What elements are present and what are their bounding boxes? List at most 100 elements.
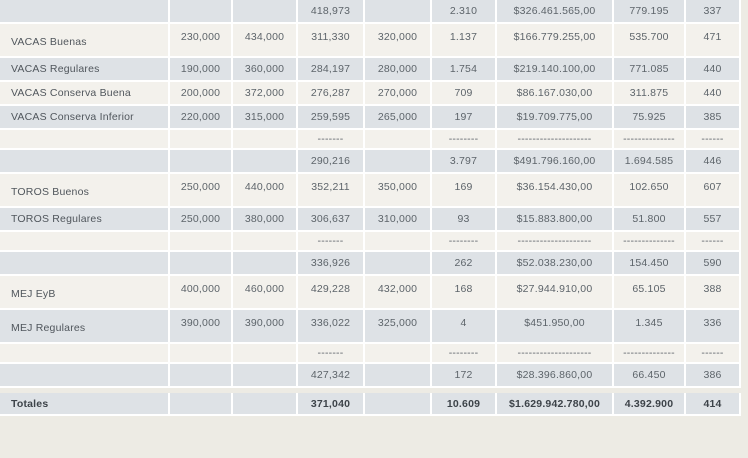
value-cell: --------------: [614, 130, 686, 150]
row-label-cell: VACAS Conserva Buena: [0, 82, 170, 106]
row-label-cell: VACAS Buenas: [0, 24, 170, 58]
value-cell: 311,330: [298, 24, 365, 58]
value-cell: [170, 130, 233, 150]
value-cell: 250,000: [170, 208, 233, 232]
value-cell: 169: [432, 174, 497, 208]
value-cell: 154.450: [614, 252, 686, 276]
value-cell: 440: [686, 58, 741, 82]
row-label-cell: MEJ EyB: [0, 276, 170, 310]
value-cell: 535.700: [614, 24, 686, 58]
table-row: 290,216 3.797 $491.796.160,00 1.694.585 446: [0, 150, 741, 174]
row-label-cell: [0, 130, 170, 150]
value-cell: [365, 130, 432, 150]
value-cell: 1.754: [432, 58, 497, 82]
table-row: MEJ EyB 400,000 460,000 429,228 432,000 168 $2…: [0, 276, 741, 310]
value-cell: 771.085: [614, 58, 686, 82]
value-cell: 434,000: [233, 24, 298, 58]
value-cell: [233, 252, 298, 276]
value-cell: 371,040: [298, 393, 365, 416]
results-table: 418,973 2.310 $326.461.565,00 779.195 337 VAC…: [0, 0, 741, 416]
value-cell: 432,000: [365, 276, 432, 310]
value-cell: 388: [686, 276, 741, 310]
results-table-body: 418,973 2.310 $326.461.565,00 779.195 337 VAC…: [0, 0, 741, 416]
value-cell: [365, 0, 432, 24]
value-cell: 250,000: [170, 174, 233, 208]
value-cell: [365, 150, 432, 174]
value-cell: 360,000: [233, 58, 298, 82]
value-cell: 352,211: [298, 174, 365, 208]
value-cell: $166.779.255,00: [497, 24, 614, 58]
value-cell: 590: [686, 252, 741, 276]
value-cell: ------: [686, 344, 741, 364]
value-cell: 51.800: [614, 208, 686, 232]
value-cell: 172: [432, 364, 497, 388]
table-row: MEJ Regulares 390,000 390,000 336,022 325,00…: [0, 310, 741, 344]
row-label-cell: VACAS Regulares: [0, 58, 170, 82]
value-cell: -------: [298, 232, 365, 252]
value-cell: 270,000: [365, 82, 432, 106]
value-cell: 440,000: [233, 174, 298, 208]
table-row: VACAS Conserva Buena 200,000 372,000 276,28…: [0, 82, 741, 106]
value-cell: --------------------: [497, 130, 614, 150]
row-label-cell: TOROS Regulares: [0, 208, 170, 232]
value-cell: 385: [686, 106, 741, 130]
row-label-cell: [0, 252, 170, 276]
value-cell: 259,595: [298, 106, 365, 130]
value-cell: 4.392.900: [614, 393, 686, 416]
value-cell: $52.038.230,00: [497, 252, 614, 276]
value-cell: -------: [298, 130, 365, 150]
value-cell: 1.137: [432, 24, 497, 58]
value-cell: 414: [686, 393, 741, 416]
row-label-cell: Totales: [0, 393, 170, 416]
table-row: VACAS Conserva Inferior 220,000 315,000 259…: [0, 106, 741, 130]
value-cell: 10.609: [432, 393, 497, 416]
value-cell: 446: [686, 150, 741, 174]
value-cell: [170, 364, 233, 388]
value-cell: 779.195: [614, 0, 686, 24]
value-cell: --------: [432, 232, 497, 252]
value-cell: [170, 0, 233, 24]
table-row: 418,973 2.310 $326.461.565,00 779.195 337: [0, 0, 741, 24]
value-cell: 400,000: [170, 276, 233, 310]
value-cell: [170, 393, 233, 416]
value-cell: 276,287: [298, 82, 365, 106]
table-row-totals: Totales 371,040 10.609 $1.629.942.780,00 4.3…: [0, 393, 741, 416]
value-cell: 429,228: [298, 276, 365, 310]
value-cell: 311.875: [614, 82, 686, 106]
value-cell: 93: [432, 208, 497, 232]
value-cell: 336,926: [298, 252, 365, 276]
value-cell: --------------------: [497, 344, 614, 364]
row-label-cell: [0, 364, 170, 388]
value-cell: $28.396.860,00: [497, 364, 614, 388]
value-cell: [170, 252, 233, 276]
value-cell: 427,342: [298, 364, 365, 388]
value-cell: 380,000: [233, 208, 298, 232]
value-cell: $36.154.430,00: [497, 174, 614, 208]
value-cell: [365, 344, 432, 364]
value-cell: 262: [432, 252, 497, 276]
value-cell: 325,000: [365, 310, 432, 344]
value-cell: 220,000: [170, 106, 233, 130]
value-cell: 284,197: [298, 58, 365, 82]
value-cell: 440: [686, 82, 741, 106]
value-cell: --------------------: [497, 232, 614, 252]
value-cell: 386: [686, 364, 741, 388]
value-cell: $491.796.160,00: [497, 150, 614, 174]
value-cell: [233, 150, 298, 174]
value-cell: 3.797: [432, 150, 497, 174]
table-row: ------- -------- -------------------- -----…: [0, 232, 741, 252]
value-cell: 306,637: [298, 208, 365, 232]
livestock-results-panel: 418,973 2.310 $326.461.565,00 779.195 337 VAC…: [0, 0, 741, 416]
row-label-cell: [0, 344, 170, 364]
value-cell: $86.167.030,00: [497, 82, 614, 106]
value-cell: [170, 344, 233, 364]
value-cell: [233, 364, 298, 388]
value-cell: $219.140.100,00: [497, 58, 614, 82]
row-label-cell: [0, 150, 170, 174]
table-row: VACAS Buenas 230,000 434,000 311,330 320,000…: [0, 24, 741, 58]
table-row: TOROS Regulares 250,000 380,000 306,637 310,…: [0, 208, 741, 232]
value-cell: 471: [686, 24, 741, 58]
value-cell: 230,000: [170, 24, 233, 58]
value-cell: [365, 252, 432, 276]
value-cell: $326.461.565,00: [497, 0, 614, 24]
